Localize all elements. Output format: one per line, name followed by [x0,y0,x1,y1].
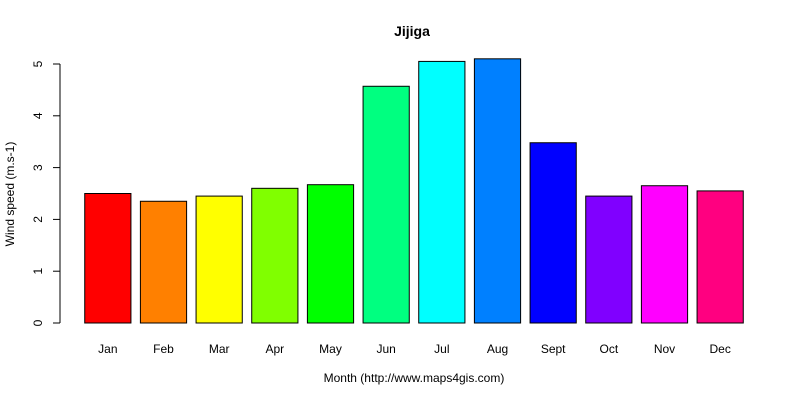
y-tick-label-5: 5 [31,60,45,67]
x-tick-label-nov: Nov [654,342,675,356]
bar-jul [418,60,466,324]
bar-apr [251,187,299,324]
bar-aug [473,58,522,324]
chart-title: Jijiga [394,23,430,39]
y-tick-label-4: 4 [31,112,45,119]
y-tick-label-0: 0 [31,319,45,326]
bar-feb [139,200,188,324]
bar-mar [195,195,243,324]
x-tick-label-may: May [319,342,342,356]
x-tick-label-jun: Jun [376,342,395,356]
x-tick-label-mar: Mar [209,342,230,356]
y-axis-label: Wind speed (m.s-1) [3,142,17,247]
y-tick-label-2: 2 [31,216,45,223]
x-tick-label-apr: Apr [265,342,284,356]
x-tick-label-dec: Dec [709,342,730,356]
x-tick-labels: Jan Feb Mar Apr May Jun Jul Aug Sept Oct Nov Dec [98,342,731,356]
bar-oct [585,195,633,324]
x-tick-label-sept: Sept [541,342,566,356]
bars-group [84,58,744,324]
x-axis-label: Month (http://www.maps4gis.com) [324,371,505,385]
x-tick-label-jan: Jan [98,342,117,356]
y-axis: 0 1 2 3 4 5 [31,60,61,326]
bar-jan [84,193,132,324]
bar-may [306,184,355,324]
x-tick-label-jul: Jul [434,342,449,356]
bar-jun [362,85,410,324]
x-tick-label-oct: Oct [599,342,618,356]
y-tick-label-1: 1 [31,268,45,275]
y-tick-label-3: 3 [31,164,45,171]
bar-dec [696,190,744,324]
bar-nov [640,185,689,324]
bar-sept [529,142,577,324]
x-tick-label-aug: Aug [487,342,508,356]
x-tick-label-feb: Feb [153,342,174,356]
